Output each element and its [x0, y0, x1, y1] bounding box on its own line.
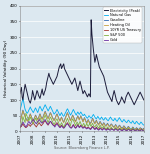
- S&P 500: [130, 130, 132, 132]
- S&P 500: [55, 119, 57, 120]
- 10YR US Treasury: [44, 120, 46, 122]
- Gold: [62, 127, 64, 129]
- 10YR US Treasury: [90, 127, 92, 129]
- Electricity (Peak): [55, 79, 56, 81]
- Electricity (Peak): [41, 88, 43, 90]
- Natural Gas: [19, 110, 21, 112]
- Natural Gas: [118, 117, 120, 119]
- Natural Gas: [22, 97, 24, 99]
- 10YR US Treasury: [55, 122, 57, 124]
- 10YR US Treasury: [118, 127, 120, 129]
- Heating Oil: [93, 120, 94, 122]
- Line: Heating Oil: Heating Oil: [20, 111, 144, 130]
- Gold: [143, 130, 145, 132]
- Natural Gas: [55, 110, 57, 112]
- Natural Gas: [42, 109, 44, 110]
- 10YR US Treasury: [19, 127, 21, 129]
- Heating Oil: [19, 122, 21, 124]
- X-axis label: Source: Bloomberg Finance L.P.: Source: Bloomberg Finance L.P.: [54, 146, 110, 150]
- Heating Oil: [118, 125, 120, 127]
- Line: Electricity (Peak): Electricity (Peak): [20, 20, 144, 105]
- Y-axis label: Historical Volatility (90 Day): Historical Volatility (90 Day): [4, 40, 8, 97]
- Line: Natural Gas: Natural Gas: [20, 98, 144, 125]
- S&P 500: [19, 126, 21, 128]
- Gold: [19, 126, 21, 128]
- Heating Oil: [130, 129, 132, 131]
- S&P 500: [118, 127, 120, 129]
- Gold: [90, 128, 92, 130]
- Electricity (Peak): [90, 19, 92, 21]
- Heating Oil: [62, 120, 64, 122]
- 10YR US Treasury: [93, 126, 94, 128]
- S&P 500: [25, 112, 27, 114]
- Heating Oil: [42, 117, 44, 119]
- Heating Oil: [143, 128, 145, 130]
- Heating Oil: [55, 115, 57, 117]
- Gasoline: [130, 129, 132, 130]
- Natural Gas: [93, 113, 94, 115]
- Gold: [32, 119, 34, 120]
- Electricity (Peak): [118, 104, 120, 106]
- Legend: Electricity (Peak), Natural Gas, Gasoline, Heating Oil, 10YR US Treasury, S&P 50: Electricity (Peak), Natural Gas, Gasolin…: [103, 7, 142, 43]
- Electricity (Peak): [19, 93, 21, 95]
- S&P 500: [42, 120, 44, 122]
- Gold: [93, 127, 94, 129]
- 10YR US Treasury: [143, 129, 145, 131]
- Gasoline: [118, 124, 120, 126]
- Line: 10YR US Treasury: 10YR US Treasury: [20, 121, 144, 131]
- Electricity (Peak): [143, 99, 145, 101]
- Gasoline: [62, 120, 64, 122]
- Natural Gas: [90, 117, 92, 119]
- S&P 500: [93, 124, 94, 126]
- Gasoline: [19, 121, 21, 123]
- Natural Gas: [62, 115, 64, 117]
- Heating Oil: [22, 110, 24, 112]
- Gasoline: [143, 127, 145, 129]
- Gasoline: [22, 109, 24, 111]
- Line: Gasoline: Gasoline: [20, 110, 144, 130]
- Gasoline: [90, 121, 92, 123]
- Line: S&P 500: S&P 500: [20, 113, 144, 131]
- 10YR US Treasury: [62, 126, 64, 128]
- Electricity (Peak): [61, 66, 63, 68]
- S&P 500: [90, 126, 92, 127]
- Electricity (Peak): [119, 101, 121, 103]
- 10YR US Treasury: [41, 124, 43, 126]
- Natural Gas: [143, 124, 145, 126]
- Gold: [118, 128, 120, 130]
- Heating Oil: [90, 122, 92, 124]
- Electricity (Peak): [93, 49, 94, 51]
- S&P 500: [62, 125, 64, 127]
- Gold: [42, 121, 44, 123]
- Gold: [121, 130, 123, 132]
- Gasoline: [93, 119, 94, 121]
- Gold: [55, 124, 57, 126]
- Electricity (Peak): [90, 96, 91, 98]
- Gasoline: [55, 114, 57, 116]
- 10YR US Treasury: [130, 130, 132, 132]
- Line: Gold: Gold: [20, 120, 144, 131]
- S&P 500: [143, 130, 145, 132]
- Gasoline: [42, 116, 44, 118]
